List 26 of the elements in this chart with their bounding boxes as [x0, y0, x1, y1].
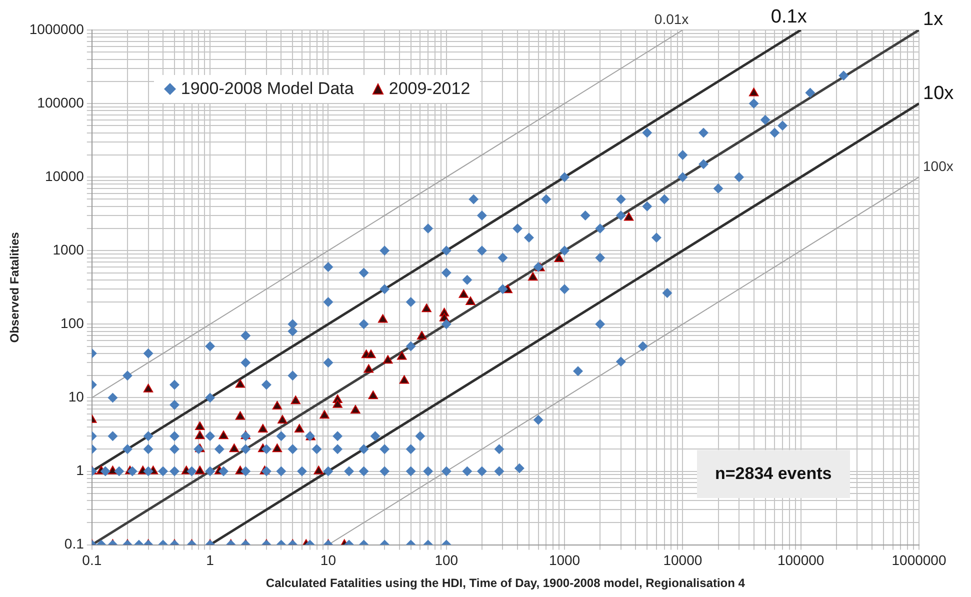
x-tick-label: 10 [320, 552, 336, 568]
x-tick-label: 100 [434, 552, 458, 568]
y-tick-label: 1 [76, 462, 84, 478]
series-label: 0.01x [654, 10, 689, 27]
series-label: 100x [923, 158, 954, 174]
series-label: 10x [923, 82, 954, 104]
y-tick-label: 10000 [44, 168, 84, 184]
x-tick-label: 100000 [777, 552, 824, 568]
y-tick-label: 10 [68, 388, 84, 405]
legend-label: 2009-2012 [388, 79, 470, 99]
series-label: 1x [923, 9, 944, 30]
y-tick-label: 1000 [52, 241, 84, 258]
y-tick-label: 1000000 [29, 20, 84, 37]
y-axis-title: Observed Fatalities [8, 232, 22, 343]
x-axis-title: Calculated Fatalities using the HDI, Time of Day, 1900-2008 model, Regionalisation 4 [266, 576, 746, 590]
x-tick-label: 1000000 [892, 552, 946, 568]
x-tick-label: 10000 [663, 552, 702, 568]
x-tick-label: 1 [206, 552, 214, 568]
x-tick-label: 1000 [548, 552, 580, 568]
series-label: 0.1x [770, 6, 808, 28]
y-tick-label: 100 [60, 315, 84, 332]
x-tick-label: 0.1 [82, 552, 102, 568]
y-tick-label: 100000 [37, 94, 84, 110]
legend-label: 1900-2008 Model Data [180, 79, 354, 99]
annotation: n=2834 events [697, 450, 850, 498]
y-tick-label: 0.1 [64, 536, 84, 552]
